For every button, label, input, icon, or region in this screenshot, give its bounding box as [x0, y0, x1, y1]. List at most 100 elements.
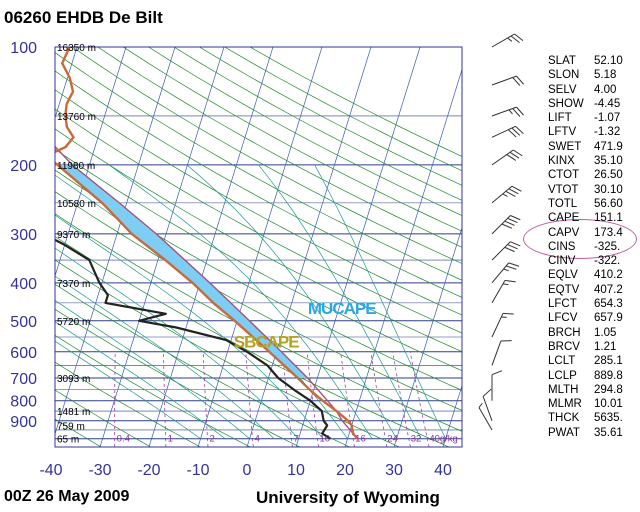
wind-barb-feather — [511, 127, 521, 136]
data-source: University of Wyoming — [256, 488, 440, 507]
height-label: 3093 m — [57, 374, 90, 385]
wind-barb — [491, 312, 514, 338]
index-row: LCLP 889.8 — [548, 369, 638, 383]
index-value: -1.32 — [594, 126, 621, 139]
pressure-tick-label: 700 — [10, 371, 37, 388]
index-row: CAPE 151.1 — [548, 211, 638, 225]
dry-adiabat-line — [55, 70, 462, 298]
mixing-ratio-line — [114, 351, 116, 447]
wind-barb — [491, 106, 524, 117]
mixing-ratio-label: 40g/kg — [429, 434, 458, 445]
dry-adiabat-line — [123, 47, 462, 232]
wind-barb-feather — [504, 279, 516, 283]
index-name: SLAT — [548, 55, 576, 67]
wind-barb-feather — [478, 402, 483, 408]
height-label: 759 m — [57, 421, 85, 432]
temperature-tick-label: -10 — [186, 462, 209, 479]
wind-barb-staff — [491, 280, 506, 304]
mixing-ratio-label: 7 — [293, 434, 298, 445]
wind-barb-staff — [478, 407, 493, 431]
cape-annotation-label: SBCAPE — [234, 332, 300, 351]
index-row: LFCT 654.3 — [548, 297, 638, 311]
temperature-tick-label: 30 — [385, 462, 403, 479]
moist-adiabat-line — [186, 164, 397, 439]
dry-adiabat-line — [55, 128, 462, 353]
isotherm-line — [55, 47, 176, 436]
index-name: SLON — [548, 69, 580, 82]
moist-adiabat-line — [55, 247, 299, 439]
wind-barb-staff — [491, 33, 515, 48]
cape-area — [57, 164, 308, 378]
index-value: 471.9 — [594, 140, 623, 153]
index-name: BRCV — [548, 340, 580, 353]
index-name: CTOT — [548, 169, 580, 182]
index-name: MLMR — [548, 398, 582, 411]
index-row: EQLV 410.2 — [548, 268, 638, 282]
index-name: CAPE — [548, 212, 580, 225]
isotherm-line — [148, 47, 274, 447]
pressure-tick-label: 300 — [10, 227, 37, 244]
wind-barb-feather — [505, 265, 517, 270]
index-value: 35.10 — [594, 155, 623, 168]
index-value: 10.01 — [594, 398, 623, 411]
index-name: LIFT — [548, 112, 572, 125]
plot-frame — [54, 46, 463, 448]
dry-adiabat-line — [55, 213, 462, 432]
dry-adiabat-line — [55, 89, 462, 316]
mixing-ratio-line — [392, 351, 411, 447]
wind-barb — [491, 215, 521, 235]
wind-barb-staff — [491, 149, 514, 166]
observation-time: 00Z 26 May 2009 — [4, 488, 130, 505]
index-row: THCK 5635. — [548, 411, 638, 425]
index-name: CINV — [548, 255, 576, 268]
wind-barb-feather — [512, 108, 521, 117]
dry-adiabat-line — [55, 236, 450, 447]
index-value: 1.05 — [594, 326, 617, 339]
mixing-ratio-line — [370, 351, 388, 447]
dry-adiabat-line — [55, 389, 151, 447]
index-name: SHOW — [548, 97, 584, 110]
isotherm-line — [246, 47, 372, 447]
mixing-ratio-label: 4 — [255, 434, 260, 445]
mixing-ratio-label: 1 — [168, 434, 173, 445]
wind-barb-feather — [512, 77, 521, 86]
height-label: 7370 m — [57, 279, 90, 290]
isotherm-line — [344, 68, 462, 447]
wind-barb-feather — [503, 268, 509, 272]
isotherm-line — [55, 47, 78, 120]
index-row: LFTV -1.32 — [548, 125, 638, 139]
wind-barb — [491, 279, 516, 304]
dry-adiabat-line — [148, 47, 462, 217]
index-row: CAPV 173.4 — [548, 226, 638, 240]
wind-barb-feather — [506, 154, 517, 161]
index-row: SWET 471.9 — [548, 140, 638, 154]
index-row: CINV -322. — [548, 254, 638, 268]
wind-barb — [478, 402, 493, 431]
mixing-ratio-label: 10 — [319, 434, 330, 445]
wind-barb — [491, 262, 520, 284]
index-name: EQLV — [548, 269, 578, 282]
dry-adiabat-line — [55, 148, 462, 372]
index-row: CINS -325. — [548, 240, 638, 254]
wind-barb-feather — [511, 185, 522, 192]
pressure-tick-label: 200 — [10, 158, 37, 175]
index-row: SLON 5.18 — [548, 68, 638, 82]
temperature-tick-label: -40 — [39, 462, 62, 479]
wind-barb-staff — [491, 215, 511, 235]
isotherm-line — [55, 47, 127, 278]
dry-adiabat-line — [55, 334, 251, 447]
index-value: 889.8 — [594, 369, 623, 382]
wind-barb-staff — [491, 106, 517, 117]
wind-barb-feather — [507, 129, 517, 138]
cape-highlight-ring — [523, 219, 637, 259]
height-label: 13760 m — [57, 112, 96, 123]
wind-barb — [491, 185, 522, 204]
wind-barb-feather — [514, 33, 524, 42]
index-value: 5.18 — [594, 69, 617, 82]
dewpoint-profile-line — [55, 238, 331, 440]
index-name: LFCT — [548, 298, 577, 311]
wind-barb-feather — [502, 312, 514, 315]
index-row: LIFT -1.07 — [548, 111, 638, 125]
wind-barb — [491, 125, 524, 138]
index-row: EQTV 407.2 — [548, 283, 638, 297]
